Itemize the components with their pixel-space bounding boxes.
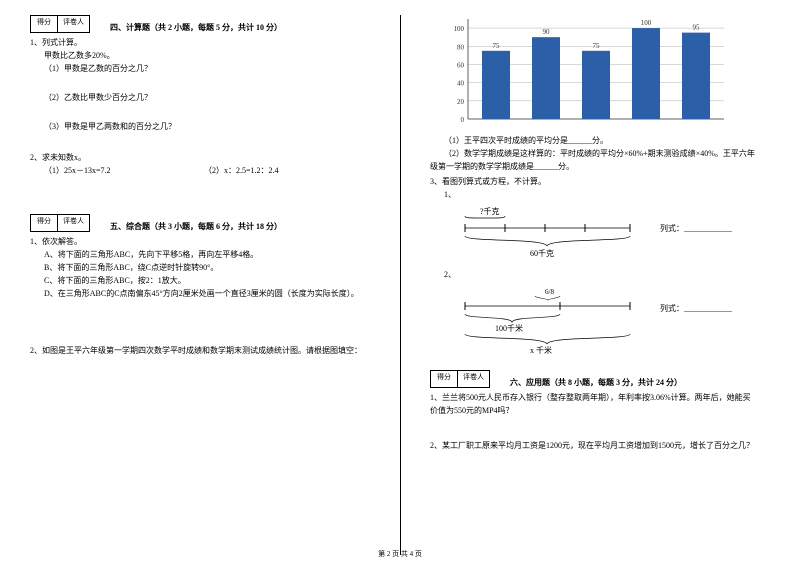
q5-1-a: A、将下面的三角形ABC，先向下平移5格，再向左平移4格。 <box>44 249 380 260</box>
d1-top-label: ?千克 <box>480 206 500 216</box>
d2-mid: 100千米 <box>495 323 523 333</box>
diagram-1-svg: ?千克 60千克 列式：____________ <box>460 206 740 261</box>
q4-1-pre: 甲数比乙数多20%。 <box>44 50 380 61</box>
q4-1-3: （3）甲数是甲乙两数和的百分之几？ <box>44 121 380 132</box>
score-row-6: 得分 评卷人 六、应用题（共 8 小题，每题 3 分，共计 24 分） <box>430 370 780 388</box>
q5-1-c: C、将下面的三角形ABC，按2：1放大。 <box>44 275 380 286</box>
score-box-grader: 评卷人 <box>58 214 90 232</box>
svg-text:0: 0 <box>461 116 465 124</box>
d1-rhs: 列式：____________ <box>660 223 733 233</box>
svg-text:90: 90 <box>543 28 551 36</box>
svg-text:20: 20 <box>457 98 465 106</box>
bar-chart: 0 20 40 60 80 100 75 90 75 100 95 <box>440 15 730 125</box>
left-column: 得分 评卷人 四、计算题（共 2 小题，每题 5 分，共计 10 分） 1、列式… <box>0 0 400 535</box>
score-box-score: 得分 <box>30 214 58 232</box>
chart-q1: （1）王平四次平时成绩的平均分是______分。 <box>444 135 780 146</box>
section-5-title: 五、综合题（共 3 小题，每题 6 分，共计 18 分） <box>110 221 282 232</box>
section-6-title: 六、应用题（共 8 小题，每题 3 分，共计 24 分） <box>510 377 682 388</box>
q5-1-b: B、将下面的三角形ABC，绕C点逆时针旋转90°。 <box>44 262 380 273</box>
q4-1-2: （2）乙数比甲数少百分之几？ <box>44 92 380 103</box>
score-box-score: 得分 <box>30 15 58 33</box>
svg-text:60: 60 <box>457 61 465 69</box>
d2-bot: x 千米 <box>530 345 552 355</box>
score-box-score: 得分 <box>430 370 458 388</box>
q5-2: 2、如图是王平六年级第一学期四次数学平时成绩和数学期末测试成绩统计图。请根据图填… <box>30 345 380 356</box>
q4-1: 1、列式计算。 <box>30 37 380 48</box>
page-footer: 第 2 页 共 4 页 <box>0 549 800 559</box>
right-column: 0 20 40 60 80 100 75 90 75 100 95 （1）王平四次平时成绩的平均分是… <box>400 0 800 535</box>
q6-2: 2、某工厂职工原来平均月工资是1200元，现在平均月工资增加到1500元，增长了… <box>430 440 780 451</box>
page: 得分 评卷人 四、计算题（共 2 小题，每题 5 分，共计 10 分） 1、列式… <box>0 0 800 535</box>
q3: 3、看图列算式或方程，不计算。 <box>430 176 780 187</box>
score-box-grader: 评卷人 <box>458 370 490 388</box>
q4-2: 2、求未知数x。 <box>30 152 380 163</box>
svg-text:80: 80 <box>457 43 465 51</box>
score-row-4: 得分 评卷人 四、计算题（共 2 小题，每题 5 分，共计 10 分） <box>30 15 380 33</box>
d2-small: 6/8 <box>545 288 554 296</box>
svg-text:95: 95 <box>693 24 701 32</box>
q5-1-d: D、在三角形ABC的C点南偏东45°方向2厘米处画一个直径3厘米的圆（长度为实际… <box>44 288 380 299</box>
d2-rhs: 列式：____________ <box>660 303 733 313</box>
diagram-2: 6/8 100千米 x 千米 列式：____________ <box>460 286 780 358</box>
score-row-5: 得分 评卷人 五、综合题（共 3 小题，每题 6 分，共计 18 分） <box>30 214 380 232</box>
svg-text:100: 100 <box>641 19 652 27</box>
d1-bottom-label: 60千克 <box>530 248 554 258</box>
section-4-title: 四、计算题（共 2 小题，每题 5 分，共计 10 分） <box>110 22 282 33</box>
chart-q2a: （2）数学学期成绩是这样算的：平时成绩的平均分×60%+期末测验成绩×40%。王… <box>444 148 780 159</box>
q5-1: 1、依次解答。 <box>30 236 380 247</box>
q4-2-2: （2）x：2.5=1.2：2.4 <box>204 165 279 176</box>
chart-q2b: 级第一学期的数学学期成绩是______分。 <box>430 161 780 172</box>
score-box-grader: 评卷人 <box>58 15 90 33</box>
svg-text:75: 75 <box>493 42 501 50</box>
q4-2-1: （1）25x－13x=7.2 <box>44 165 204 176</box>
q4-2-row: （1）25x－13x=7.2 （2）x：2.5=1.2：2.4 <box>44 165 380 176</box>
q6-1b: 价值为550元的MP4吗？ <box>430 405 780 416</box>
svg-text:75: 75 <box>593 42 601 50</box>
q6-1a: 1、兰兰将500元人民币存入银行（整存整取两年期），年利率按3.06%计算。两年… <box>430 392 780 403</box>
q3-2-num: 2、 <box>444 269 780 280</box>
q3-1-num: 1、 <box>444 189 780 200</box>
svg-text:40: 40 <box>457 80 465 88</box>
diagram-1: ?千克 60千克 列式：____________ <box>460 206 780 263</box>
svg-text:100: 100 <box>454 25 465 33</box>
diagram-2-svg: 6/8 100千米 x 千米 列式：____________ <box>460 286 740 356</box>
q4-1-1: （1）甲数是乙数的百分之几？ <box>44 63 380 74</box>
